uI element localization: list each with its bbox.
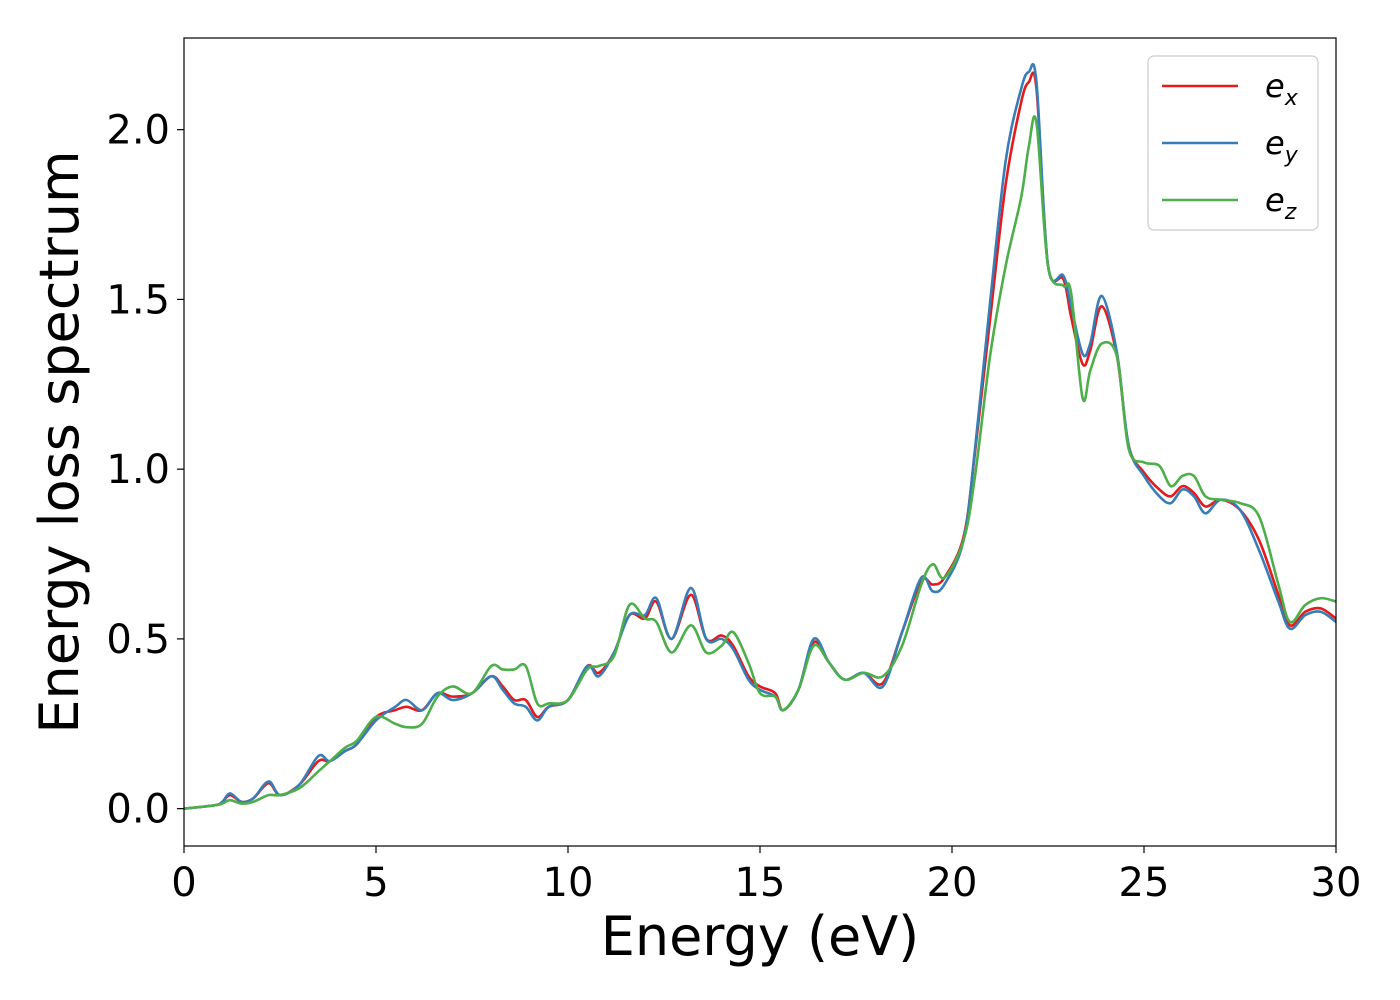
x-axis: 0 5 10 15 20 25 30 [171, 846, 1361, 906]
y-tick-label: 0.5 [106, 617, 170, 663]
legend-label-subscript: y [1284, 143, 1299, 168]
x-tick-label: 5 [363, 860, 388, 906]
legend-label-ex: ex [1265, 67, 1299, 111]
legend-label-subscript: z [1284, 200, 1297, 225]
legend-label-ey: ey [1265, 124, 1299, 168]
x-tick-label: 25 [1119, 860, 1170, 906]
y-axis: 0.0 0.5 1.0 1.5 2.0 [106, 108, 184, 833]
series-line-ez [184, 115, 1336, 810]
y-tick-label: 1.0 [106, 447, 170, 493]
legend-label-subscript: x [1284, 86, 1299, 111]
series-layer [184, 63, 1336, 810]
x-tick-label: 15 [735, 860, 786, 906]
y-tick-label: 0.0 [106, 787, 170, 833]
x-tick-label: 10 [543, 860, 594, 906]
x-axis-title: Energy (eV) [601, 905, 920, 968]
y-tick-label: 1.5 [106, 277, 170, 323]
x-tick-label: 30 [1311, 860, 1362, 906]
y-tick-label: 2.0 [106, 108, 170, 154]
x-tick-label: 0 [171, 860, 196, 906]
y-axis-title: Energy loss spectrum [28, 150, 91, 733]
x-tick-label: 20 [927, 860, 978, 906]
